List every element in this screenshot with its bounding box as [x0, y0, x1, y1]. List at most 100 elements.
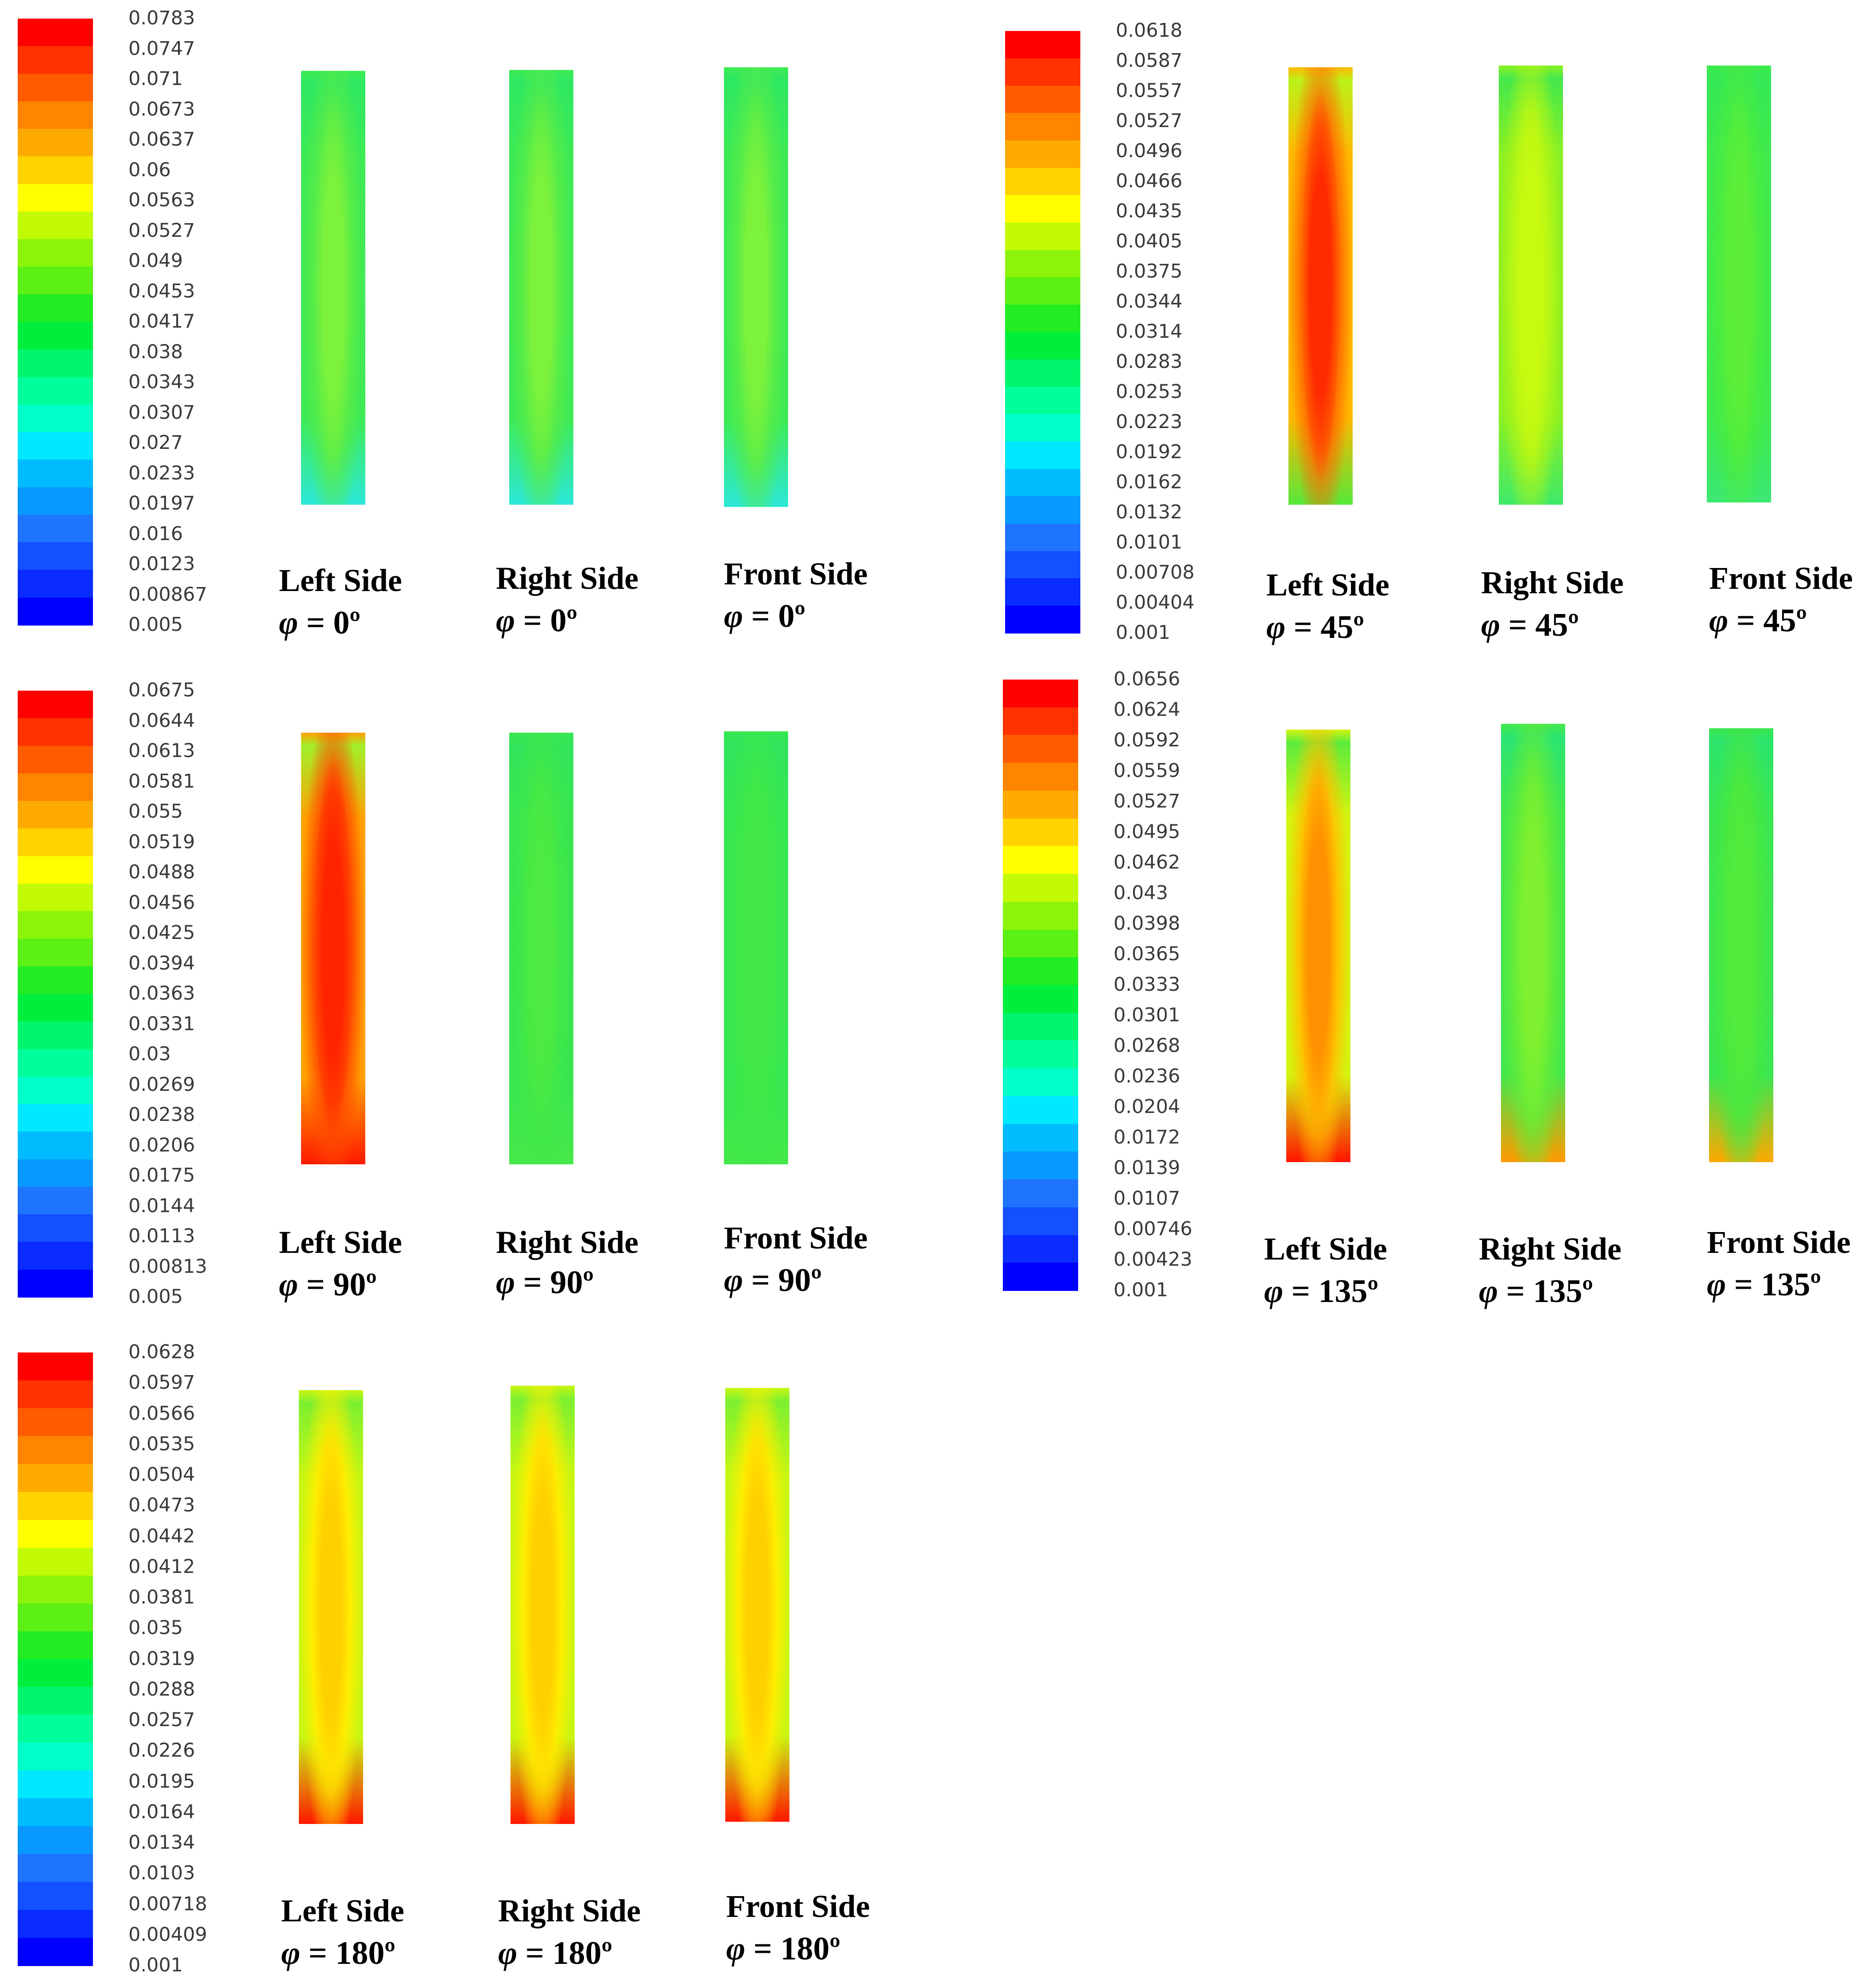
colorbar-band: [18, 1631, 93, 1660]
colorbar-band: [1005, 168, 1080, 196]
colorbar-band: [1005, 195, 1080, 223]
contour-plot-right-side: [1499, 66, 1563, 505]
colorbar-tick: 0.0192: [1116, 441, 1183, 463]
colorbar-band: [18, 1132, 93, 1160]
colorbar-tick: 0.001: [128, 1954, 183, 1976]
colorbar-band: [1005, 277, 1080, 305]
colorbar-tick: 0.0269: [128, 1073, 195, 1096]
contour-plot-left-side: [301, 733, 365, 1164]
colorbar-band: [18, 1269, 93, 1298]
colorbar-band: [18, 801, 93, 829]
angle-label-left: φ = 180º: [281, 1937, 395, 1970]
colorbar-tick: 0.0162: [1116, 471, 1183, 493]
contour-plot-right-side: [509, 70, 573, 505]
colorbar-band: [1003, 735, 1078, 764]
colorbar-tick: 0.0563: [128, 189, 195, 211]
phi-symbol: φ: [279, 605, 298, 641]
colorbar-band: [1003, 1012, 1078, 1041]
colorbar-tick: 0.0314: [1116, 321, 1183, 343]
colorbar-tick: 0.00409: [128, 1923, 207, 1946]
colorbar-band: [18, 322, 93, 350]
caption-right-side: Right Side: [1481, 565, 1624, 600]
colorbar-tick: 0.001: [1114, 1279, 1168, 1301]
colorbar-tick: 0.0488: [128, 861, 195, 883]
angle-label-front: φ = 135º: [1707, 1268, 1821, 1301]
colorbar-tick: 0.0535: [128, 1433, 195, 1455]
colorbar-band: [18, 404, 93, 433]
colorbar-band: [1005, 250, 1080, 278]
angle-label-left: φ = 45º: [1266, 611, 1364, 644]
colorbar-band: [18, 487, 93, 515]
colorbar-band: [18, 19, 93, 47]
angle-value: = 180º: [308, 1935, 395, 1971]
angle-value: = 135º: [1291, 1273, 1378, 1310]
colorbar-band: [1005, 523, 1080, 552]
phi-symbol: φ: [726, 1931, 746, 1967]
contour-plot-right-side: [509, 733, 573, 1164]
colorbar-tick: 0.0644: [128, 709, 195, 732]
colorbar-tick: 0.06: [128, 158, 171, 181]
colorbar-tick: 0.0747: [128, 37, 195, 60]
colorbar-band: [1003, 1263, 1078, 1291]
colorbar-band: [1005, 58, 1080, 86]
colorbar-band: [1003, 1151, 1078, 1180]
colorbar-band: [18, 883, 93, 912]
colorbar-band: [18, 73, 93, 102]
phi-symbol: φ: [1479, 1273, 1498, 1310]
colorbar-band: [18, 156, 93, 185]
angle-value: = 0º: [523, 603, 577, 639]
colorbar-band: [18, 1242, 93, 1270]
colorbar-tick: 0.0675: [128, 679, 195, 701]
angle-label-front: φ = 0º: [724, 600, 805, 633]
colorbar-tick: 0.0319: [128, 1647, 195, 1670]
colorbar-band: [18, 349, 93, 378]
colorbar-band: [18, 597, 93, 626]
colorbar-band: [18, 1603, 93, 1632]
colorbar-band: [18, 267, 93, 295]
phi-symbol: φ: [279, 1267, 298, 1303]
colorbar-band: [18, 966, 93, 994]
colorbar-tick: 0.0581: [128, 770, 195, 792]
colorbar-band: [1003, 1235, 1078, 1263]
colorbar-band: [18, 1049, 93, 1077]
colorbar-tick: 0.005: [128, 1286, 183, 1308]
colorbar-band: [1005, 31, 1080, 59]
colorbar-tick: 0.0557: [1116, 80, 1183, 102]
angle-value: = 135º: [1734, 1267, 1821, 1303]
colorbar-band: [1005, 85, 1080, 114]
colorbar-tick: 0.0453: [128, 280, 195, 302]
colorbar-band: [18, 514, 93, 543]
colorbar-tick: 0.0559: [1114, 760, 1180, 782]
colorbar-tick: 0.043: [1114, 882, 1168, 904]
colorbar-tick: 0.00404: [1116, 591, 1195, 614]
colorbar-band: [18, 718, 93, 746]
colorbar-tick: 0.071: [128, 68, 183, 90]
angle-label-front: φ = 45º: [1709, 604, 1807, 637]
colorbar-band: [18, 1798, 93, 1827]
phi-symbol: φ: [1264, 1273, 1284, 1310]
phi-symbol: φ: [498, 1935, 518, 1971]
colorbar-band: [1005, 305, 1080, 332]
phi-symbol: φ: [1481, 607, 1501, 643]
colorbar-tick: 0.0456: [128, 891, 195, 914]
colorbar-band: [1005, 113, 1080, 141]
colorbar-tick: 0.0206: [128, 1134, 195, 1156]
colorbar-tick: 0.0566: [128, 1402, 195, 1425]
angle-label-front: φ = 90º: [724, 1264, 822, 1297]
contour-plot-front-side: [724, 731, 788, 1164]
colorbar-tick: 0.0223: [1116, 411, 1183, 433]
colorbar-tick: 0.0107: [1114, 1187, 1180, 1209]
colorbar-tick: 0.00718: [128, 1893, 207, 1915]
colorbar-band: [18, 1436, 93, 1464]
phi-symbol: φ: [496, 1264, 515, 1301]
colorbar: [18, 19, 93, 626]
colorbar-band: [18, 184, 93, 212]
colorbar-tick: 0.0624: [1114, 699, 1180, 721]
colorbar-tick: 0.0398: [1114, 912, 1180, 935]
colorbar-band: [18, 1159, 93, 1187]
colorbar-band: [18, 129, 93, 157]
angle-value: = 90º: [306, 1267, 377, 1303]
caption-front-side: Front Side: [724, 1220, 868, 1256]
colorbar-band: [1003, 1096, 1078, 1124]
colorbar-tick: 0.0363: [128, 982, 195, 1005]
